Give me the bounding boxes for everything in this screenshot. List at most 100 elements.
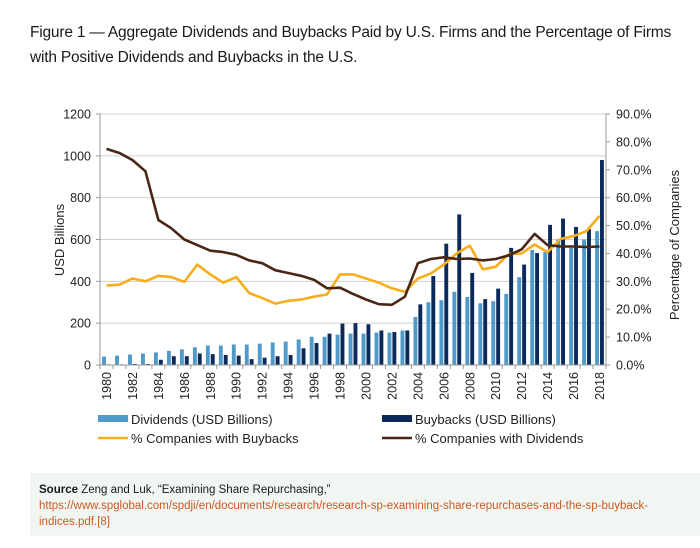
bar-dividends <box>413 316 418 365</box>
y-tick-label: 1200 <box>63 108 91 122</box>
legend-swatch <box>382 415 412 422</box>
bar-dividends <box>426 302 431 365</box>
bar-dividends <box>543 252 548 365</box>
y2-tick-label: 90.0% <box>616 108 651 122</box>
bar-dividends <box>569 247 574 365</box>
bar-dividends <box>309 336 314 365</box>
bar-dividends <box>153 352 158 365</box>
source-note: Source Zeng and Luk, “Examining Share Re… <box>30 473 700 536</box>
bar-dividends <box>179 349 184 365</box>
bar-buybacks <box>587 229 591 365</box>
bar-buybacks <box>288 354 293 365</box>
bar-buybacks <box>197 353 202 365</box>
bar-buybacks <box>132 363 137 365</box>
x-tick-label: 2010 <box>489 372 503 400</box>
x-tick-label: 1980 <box>100 372 114 400</box>
x-tick-label: 1986 <box>178 372 192 400</box>
x-tick-label: 2018 <box>593 372 607 400</box>
bar-buybacks <box>353 323 358 365</box>
bar-buybacks <box>522 264 527 365</box>
bar-buybacks <box>249 359 254 365</box>
y2-tick-label: 50.0% <box>616 219 651 233</box>
lines <box>106 147 601 307</box>
bar-dividends <box>530 249 535 365</box>
x-tick-label: 1992 <box>256 372 270 400</box>
bar-buybacks <box>223 354 228 365</box>
x-tick-label: 2014 <box>541 372 555 400</box>
bar-dividends <box>491 301 496 365</box>
y2-tick-label: 0.0% <box>616 359 645 373</box>
figure-title: Figure 1 — Aggregate Dividends and Buyba… <box>30 24 672 66</box>
y2-axis-title: Percentage of Companies <box>667 169 682 320</box>
bar-dividends <box>361 333 366 365</box>
bar-buybacks <box>145 363 150 365</box>
bar-buybacks <box>392 331 397 365</box>
bar-buybacks <box>275 356 280 365</box>
y2-tick-label: 70.0% <box>616 163 651 177</box>
x-tick-label: 1988 <box>204 372 218 400</box>
legend-label: % Companies with Buybacks <box>131 431 299 446</box>
legend-label: Buybacks (USD Billions) <box>415 412 556 427</box>
bar-dividends <box>102 356 106 365</box>
bar-buybacks <box>158 359 163 365</box>
bar-dividends <box>283 341 288 365</box>
bar-buybacks <box>561 218 565 365</box>
bar-buybacks <box>509 247 514 365</box>
chart: 0 200 400 600 800 1000 1200 0.0% 10.0% 20.0% 30.0%… <box>52 108 682 447</box>
bars <box>102 160 604 365</box>
bar-dividends <box>504 293 509 365</box>
line-pct-buybacks <box>106 214 601 305</box>
bar-buybacks <box>600 160 604 365</box>
legend: Dividends (USD Billions) Buybacks (USD Bi… <box>98 412 584 446</box>
bar-buybacks <box>379 330 384 365</box>
bar-dividends <box>335 334 340 365</box>
bar-dividends <box>439 300 444 365</box>
y-axis-title: USD Billions <box>52 203 67 276</box>
bar-buybacks <box>548 224 553 365</box>
source-ref[interactable]: [8] <box>97 516 110 528</box>
y2-tick-label: 40.0% <box>616 247 651 261</box>
bar-dividends <box>517 277 522 365</box>
source-link[interactable]: https://www.spglobal.com/spdji/en/docume… <box>39 500 649 528</box>
x-tick-label: 2012 <box>515 372 529 400</box>
bar-buybacks <box>301 348 306 365</box>
y-tick-label: 200 <box>70 317 91 331</box>
bar-dividends <box>452 291 457 365</box>
bar-buybacks <box>262 357 267 365</box>
bar-buybacks <box>340 323 345 365</box>
bar-buybacks <box>236 355 241 365</box>
bar-buybacks <box>470 272 475 365</box>
x-tick-label: 1998 <box>334 372 348 400</box>
x-tick-label: 1984 <box>152 372 166 400</box>
bar-dividends <box>595 231 600 365</box>
bar-dividends <box>166 350 171 365</box>
grid-lines <box>100 113 606 324</box>
y2-tick-label: 20.0% <box>616 303 651 317</box>
bar-buybacks <box>366 324 371 365</box>
bar-dividends <box>478 303 483 365</box>
bar-buybacks <box>184 356 189 365</box>
y-tick-label: 800 <box>70 191 91 205</box>
y2-tick-label: 60.0% <box>616 191 651 205</box>
bar-buybacks <box>327 333 332 365</box>
x-tick-label: 1982 <box>126 372 140 400</box>
bar-dividends <box>582 239 587 365</box>
y2-tick-label: 80.0% <box>616 135 651 149</box>
bar-dividends <box>128 354 132 365</box>
bar-buybacks <box>431 276 436 365</box>
bar-dividends <box>244 344 249 365</box>
x-tick-label: 1994 <box>282 372 296 400</box>
bar-buybacks <box>405 330 410 365</box>
x-tick-label: 2006 <box>437 372 451 400</box>
bar-buybacks <box>171 356 176 365</box>
bar-buybacks <box>418 304 423 365</box>
bar-dividends <box>257 343 262 365</box>
bar-dividends <box>192 347 197 365</box>
bar-buybacks <box>496 288 501 365</box>
bar-buybacks <box>314 343 319 365</box>
legend-label: Dividends (USD Billions) <box>131 412 273 427</box>
bar-dividends <box>400 330 405 365</box>
source-text: Zeng and Luk, “Examining Share Repurchas… <box>78 484 331 496</box>
y-tick-label: 600 <box>70 233 91 247</box>
bar-dividends <box>231 344 236 365</box>
